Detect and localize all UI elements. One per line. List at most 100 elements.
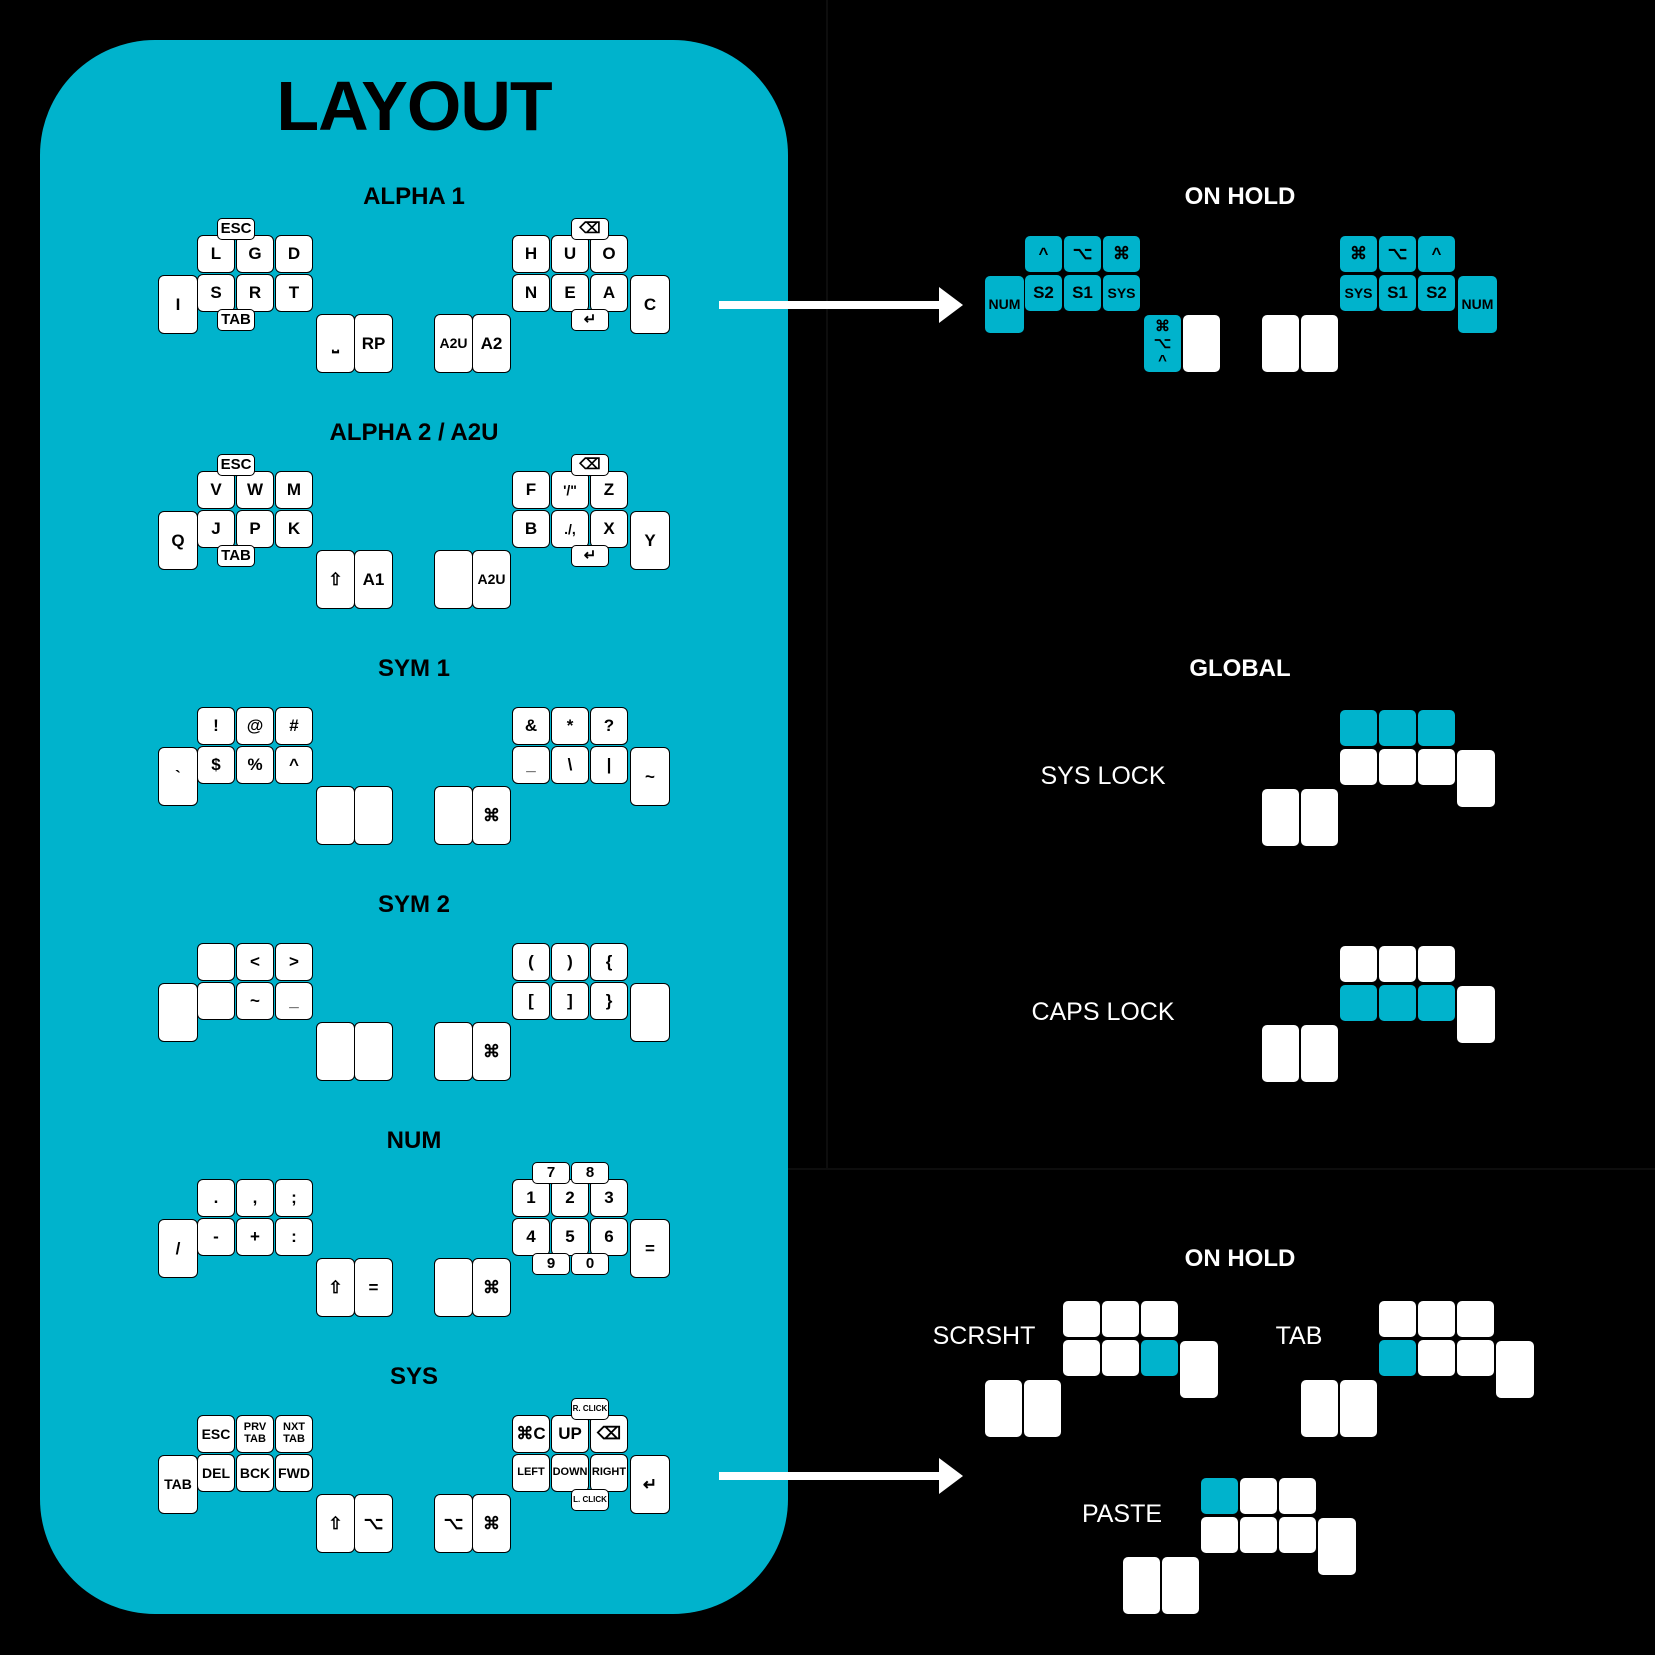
caps-lock-outer-key xyxy=(1456,985,1496,1044)
sys-lock-label: SYS LOCK xyxy=(1040,762,1166,790)
tab-label: TAB xyxy=(1275,1322,1323,1350)
caps-lock-home-key xyxy=(1339,984,1378,1022)
key-left-top: G xyxy=(236,235,274,273)
key-left-home: FWD xyxy=(275,1454,313,1492)
paste-home-key xyxy=(1239,1516,1278,1554)
key-hold-right-top: ^ xyxy=(1417,235,1456,273)
paste-label: PASTE xyxy=(1081,1500,1163,1528)
paste-thumb-key xyxy=(1161,1556,1200,1615)
key-right-top: { xyxy=(590,943,628,981)
key-left-thumb: ⇧ xyxy=(316,1258,355,1317)
key-right-thumb: A2 xyxy=(472,314,511,373)
key-left-top: @ xyxy=(236,707,274,745)
caps-lock-thumb-key xyxy=(1261,1024,1300,1083)
key-right-home: A xyxy=(590,274,628,312)
sys-lock-thumb-key xyxy=(1300,788,1339,847)
caps-lock-home-key xyxy=(1378,984,1417,1022)
tab-home-key xyxy=(1456,1339,1495,1377)
key-left-thumb xyxy=(316,1022,355,1081)
sys-lock-home-key xyxy=(1339,748,1378,786)
arrow-icon xyxy=(719,1458,963,1494)
key-right-home: E xyxy=(551,274,589,312)
divider-vertical xyxy=(826,0,828,1168)
key-hold-left-top: ⌘ xyxy=(1102,235,1141,273)
key-right-home: LEFT xyxy=(512,1454,550,1492)
layer-title: SYS xyxy=(389,1363,439,1390)
caps-lock-top-key xyxy=(1378,945,1417,983)
key-left-home: - xyxy=(197,1218,235,1256)
key-hold-left-home: S1 xyxy=(1063,274,1102,312)
modifier-icon: ⌘ xyxy=(1155,317,1170,335)
tab-top-key xyxy=(1417,1300,1456,1338)
key-right-thumb xyxy=(434,1258,473,1317)
scrsht-outer-key xyxy=(1179,1340,1219,1399)
key-right-top: & xyxy=(512,707,550,745)
key-hold-right-home: S1 xyxy=(1378,274,1417,312)
key-right-thumb: ⌥ xyxy=(434,1494,473,1553)
sys-lock-home-key xyxy=(1378,748,1417,786)
key-right-outer: = xyxy=(630,1219,670,1278)
key-hold-left-top: ⌥ xyxy=(1063,235,1102,273)
key-right-home: \ xyxy=(551,746,589,784)
sys-lock-outer-key xyxy=(1456,749,1496,808)
divider-horizontal xyxy=(788,1168,1655,1170)
on-hold-title: ON HOLD xyxy=(1184,183,1296,210)
key-left-home: DEL xyxy=(197,1454,235,1492)
caps-lock-label: CAPS LOCK xyxy=(1031,998,1175,1026)
key-right-outer xyxy=(630,983,670,1042)
key-left-home: + xyxy=(236,1218,274,1256)
key-left-home: _ xyxy=(275,982,313,1020)
key-right-top: ) xyxy=(551,943,589,981)
scrsht-home-key xyxy=(1062,1339,1101,1377)
modifier-icon: ⌥ xyxy=(1153,334,1172,352)
key-left-top-extra: ESC xyxy=(217,454,255,476)
key-left-thumb: ⌥ xyxy=(354,1494,393,1553)
scrsht-top-key xyxy=(1140,1300,1179,1338)
key-right-top: H xyxy=(512,235,550,273)
paste-home-key xyxy=(1200,1516,1239,1554)
key-right-top-extra: 8 xyxy=(571,1162,609,1184)
tab-home-key xyxy=(1378,1339,1417,1377)
key-left-outer: / xyxy=(158,1219,198,1278)
key-right-home: ] xyxy=(551,982,589,1020)
key-hold-left-home: SYS xyxy=(1102,274,1141,312)
key-right-top: 2 xyxy=(551,1179,589,1217)
key-left-home-extra: TAB xyxy=(217,545,255,567)
key-left-thumb: ⇧ xyxy=(316,550,355,609)
key-hold-right-top: ⌥ xyxy=(1378,235,1417,273)
key-right-thumb: A2U xyxy=(472,550,511,609)
key-left-outer: I xyxy=(158,275,198,334)
key-left-top: ; xyxy=(275,1179,313,1217)
key-left-home-extra: TAB xyxy=(217,309,255,331)
key-left-home: $ xyxy=(197,746,235,784)
layer-title: ALPHA 1 xyxy=(363,183,465,210)
key-left-outer: TAB xyxy=(158,1455,198,1514)
key-right-thumb: ⌘ xyxy=(472,786,511,845)
key-left-top: ESC xyxy=(197,1415,235,1453)
layer-title: NUM xyxy=(386,1127,442,1154)
key-hold-right-thumb xyxy=(1300,314,1339,373)
key-right-outer: ~ xyxy=(630,747,670,806)
key-hold-right-top: ⌘ xyxy=(1339,235,1378,273)
key-left-top xyxy=(197,943,235,981)
key-right-outer: C xyxy=(630,275,670,334)
key-left-top: < xyxy=(236,943,274,981)
scrsht-top-key xyxy=(1101,1300,1140,1338)
key-left-thumb: A1 xyxy=(354,550,393,609)
scrsht-thumb-key xyxy=(1023,1379,1062,1438)
key-right-home: ./, xyxy=(551,510,589,548)
key-right-home: _ xyxy=(512,746,550,784)
key-right-home-extra: ↵ xyxy=(571,309,609,331)
scrsht-home-key xyxy=(1101,1339,1140,1377)
key-left-home: P xyxy=(236,510,274,548)
layer-title: SYM 2 xyxy=(377,891,451,918)
key-left-top: . xyxy=(197,1179,235,1217)
key-left-home xyxy=(197,982,235,1020)
key-left-home: ~ xyxy=(236,982,274,1020)
key-right-home: 6 xyxy=(590,1218,628,1256)
tab-thumb-key xyxy=(1300,1379,1339,1438)
modifier-icon: ^ xyxy=(1158,352,1167,370)
key-left-home: : xyxy=(275,1218,313,1256)
key-left-top: M xyxy=(275,471,313,509)
key-left-top: PRV TAB xyxy=(236,1415,274,1453)
